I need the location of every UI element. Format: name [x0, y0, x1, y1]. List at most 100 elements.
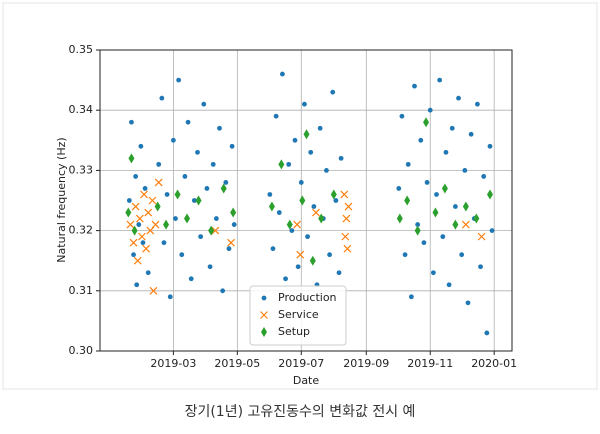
point: [421, 240, 427, 246]
point: [312, 208, 320, 217]
point: [465, 300, 471, 306]
point: [151, 220, 160, 229]
point: [229, 143, 235, 149]
point: [434, 192, 439, 197]
point: [164, 192, 170, 197]
point: [342, 214, 351, 223]
point: [144, 208, 153, 217]
point: [268, 201, 275, 212]
point: [473, 213, 480, 224]
point: [133, 174, 139, 179]
point: [487, 143, 493, 149]
point: [295, 264, 301, 270]
point: [128, 153, 135, 164]
point: [427, 107, 433, 113]
point: [430, 270, 436, 276]
point: [138, 232, 146, 241]
point: [126, 220, 135, 229]
point: [405, 161, 411, 167]
point: [182, 174, 188, 179]
point: [161, 240, 167, 246]
point: [443, 149, 449, 155]
point: [142, 244, 151, 253]
point: [477, 232, 486, 241]
point: [341, 232, 350, 241]
point: [280, 71, 285, 77]
point: [129, 119, 134, 125]
point: [423, 117, 430, 128]
legend-box: [249, 285, 347, 346]
point: [408, 294, 414, 300]
x-tick-label: 2019-11: [407, 357, 453, 370]
point: [484, 330, 490, 336]
point: [343, 244, 352, 253]
point: [201, 101, 207, 107]
point: [185, 119, 191, 125]
point: [308, 149, 314, 155]
point: [481, 174, 487, 179]
point: [298, 180, 304, 185]
plot-frame: [99, 49, 513, 352]
point: [154, 178, 163, 187]
point: [129, 238, 138, 247]
point: [336, 270, 342, 276]
point: [441, 183, 448, 194]
point: [173, 216, 178, 221]
point: [462, 168, 468, 173]
point: [126, 198, 132, 203]
y-tick-label: 0.35: [69, 43, 94, 56]
point: [270, 246, 276, 252]
point: [226, 246, 232, 252]
point: [140, 190, 148, 199]
point: [140, 240, 146, 246]
point: [286, 161, 292, 167]
x-tick-label: 2019-05: [214, 357, 260, 370]
point: [134, 282, 140, 288]
point: [179, 252, 185, 258]
point: [131, 225, 138, 236]
point: [489, 228, 495, 234]
point: [440, 234, 446, 240]
point: [424, 180, 430, 185]
point: [399, 113, 405, 119]
point: [402, 252, 408, 258]
point: [135, 214, 144, 223]
point: [136, 222, 142, 227]
point: [468, 131, 474, 137]
point: [437, 77, 443, 83]
point: [230, 207, 237, 218]
point: [133, 256, 142, 265]
point: [340, 190, 349, 199]
x-tick-label: 2019-03: [150, 357, 196, 370]
point: [452, 204, 458, 209]
point: [231, 222, 237, 227]
legend-marker: [261, 327, 267, 337]
point: [303, 129, 310, 140]
point: [267, 192, 273, 197]
point: [283, 276, 288, 282]
point: [396, 186, 402, 191]
point: [184, 213, 191, 224]
point: [208, 225, 215, 236]
point: [404, 195, 411, 206]
point: [330, 89, 336, 95]
point: [125, 207, 132, 218]
point: [456, 95, 461, 101]
point: [289, 228, 295, 234]
point: [338, 155, 344, 161]
legend-marker: [260, 311, 268, 319]
point: [302, 101, 307, 107]
point: [286, 219, 293, 230]
point: [446, 282, 452, 288]
point: [292, 137, 298, 143]
legend-label: Production: [278, 291, 337, 304]
point: [211, 226, 220, 235]
legend-label: Service: [278, 308, 319, 321]
point: [449, 125, 455, 131]
point: [415, 222, 421, 227]
point: [452, 219, 459, 230]
y-tick-label: 0.33: [69, 163, 94, 176]
y-axis-label: Natural frequency (Hz): [55, 137, 68, 262]
point: [309, 255, 316, 266]
point: [327, 252, 332, 258]
